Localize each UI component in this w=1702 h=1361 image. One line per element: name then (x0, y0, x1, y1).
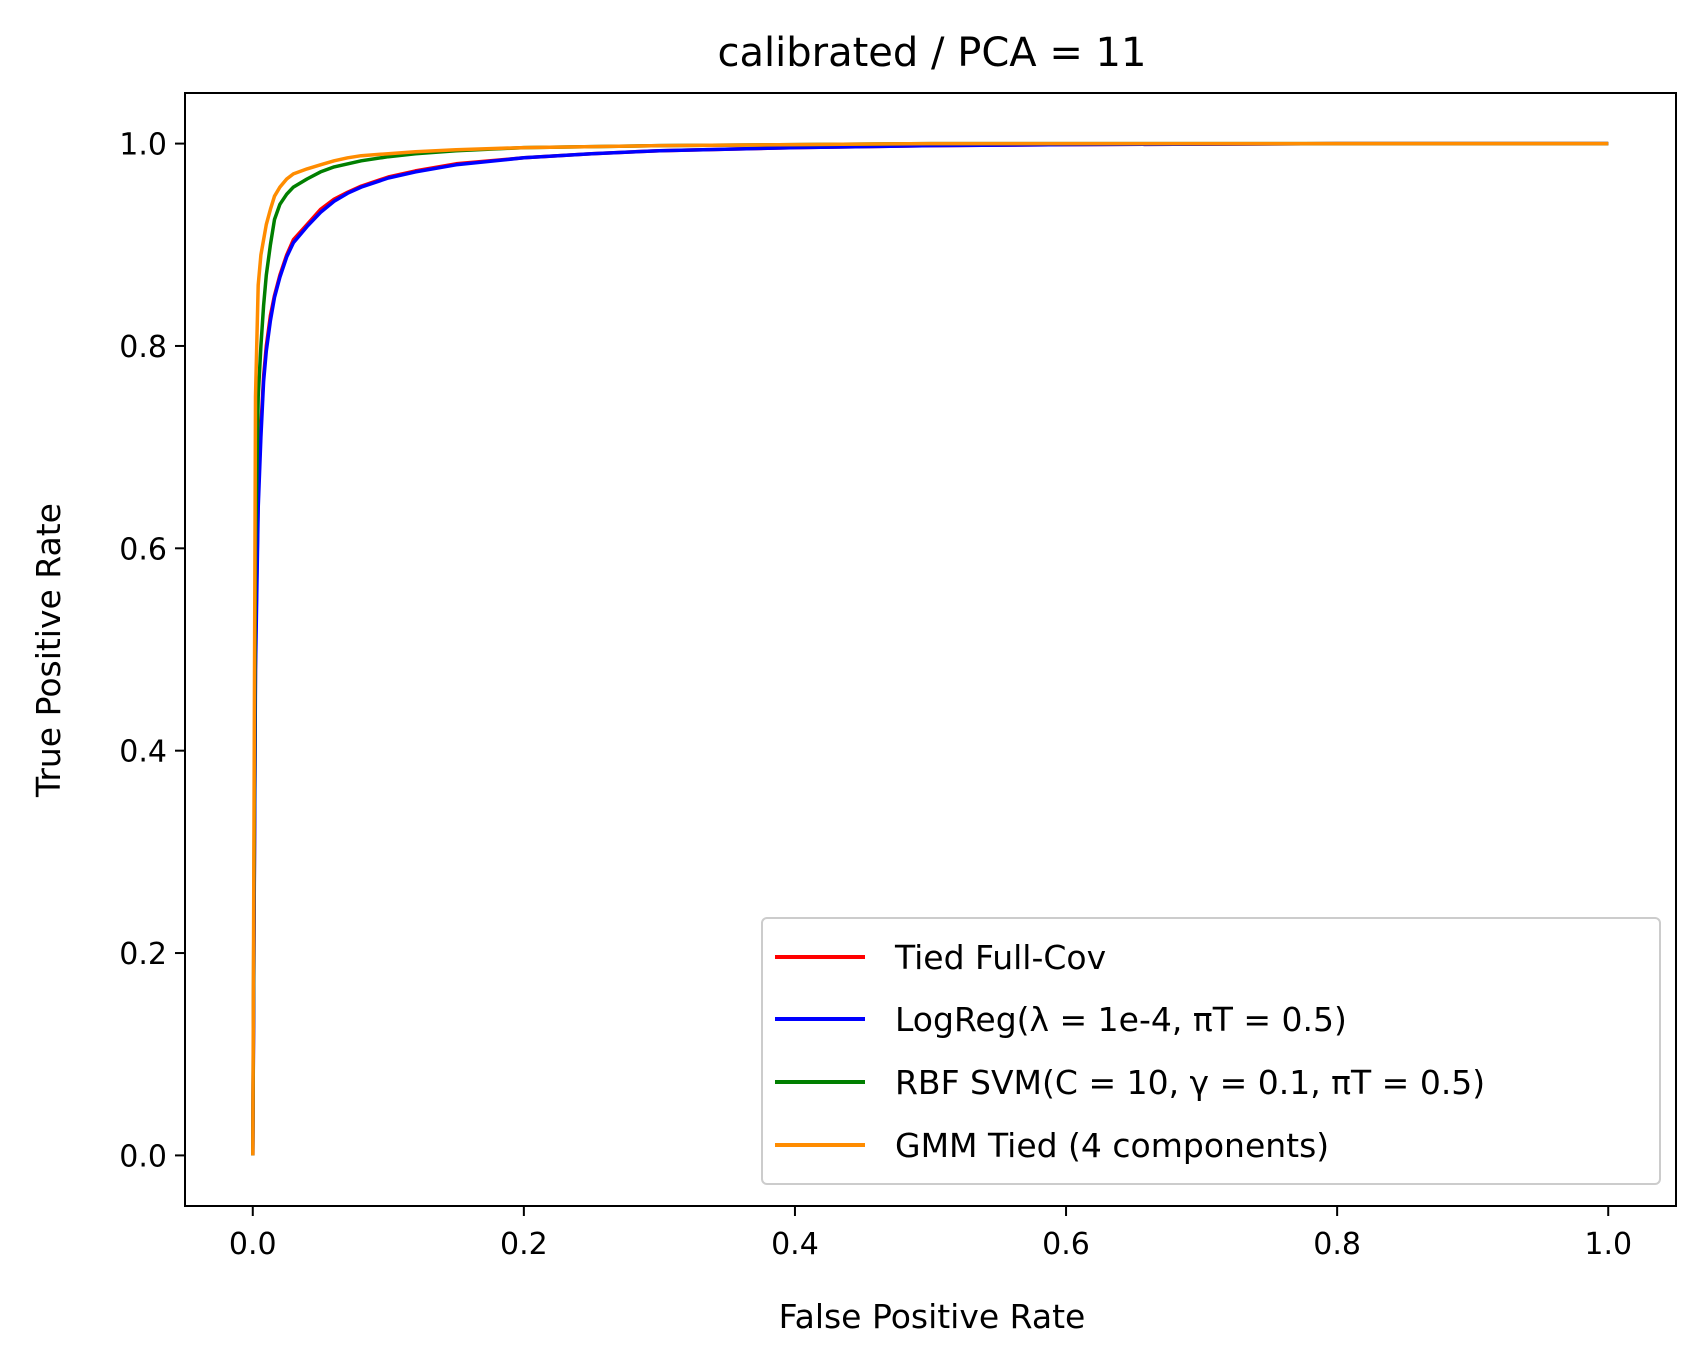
x-tick-label: 1.0 (1584, 1227, 1632, 1262)
legend-label-tied-full-cov: Tied Full-Cov (894, 938, 1106, 977)
x-axis-label: False Positive Rate (779, 1297, 1086, 1336)
legend-label-rbf-svm: RBF SVM(C = 10, γ = 0.1, πT = 0.5) (895, 1063, 1485, 1102)
y-tick-label: 0.8 (119, 330, 167, 365)
legend: Tied Full-Cov LogReg(λ = 1e-4, πT = 0.5)… (761, 917, 1661, 1185)
y-axis-ticks: 0.0 0.2 0.4 0.6 0.8 1.0 (119, 128, 185, 1174)
plot-lines (251, 141, 1609, 1156)
x-axis-ticks: 0.0 0.2 0.4 0.6 0.8 1.0 (229, 1206, 1632, 1262)
legend-label-logreg: LogReg(λ = 1e-4, πT = 0.5) (895, 1000, 1347, 1039)
y-tick-label: 0.4 (119, 735, 167, 770)
legend-label-gmm-tied: GMM Tied (4 components) (895, 1126, 1329, 1165)
series-line-1 (251, 141, 1609, 1156)
y-tick-label: 0.2 (119, 937, 167, 972)
series-line-3 (251, 141, 1609, 1156)
y-tick-label: 1.0 (119, 128, 167, 163)
legend-box (761, 917, 1661, 1185)
chart-title: calibrated / PCA = 11 (718, 30, 1147, 76)
x-tick-label: 0.6 (1042, 1227, 1090, 1262)
x-tick-label: 0.8 (1313, 1227, 1361, 1262)
x-tick-label: 0.2 (500, 1227, 548, 1262)
plot-frame (184, 92, 1677, 1207)
y-tick-label: 0.0 (119, 1139, 167, 1174)
y-axis-label: True Positive Rate (29, 503, 68, 798)
x-tick-label: 0.4 (771, 1227, 819, 1262)
x-tick-label: 0.0 (229, 1227, 277, 1262)
y-tick-label: 0.6 (119, 532, 167, 567)
